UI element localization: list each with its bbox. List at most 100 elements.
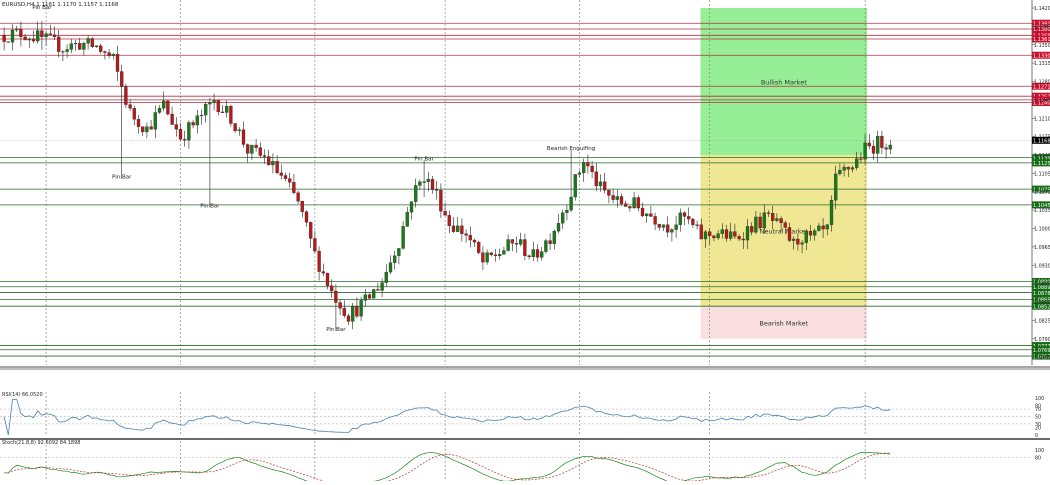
current-price-label: 1.1168	[1033, 139, 1050, 145]
candle-body	[766, 212, 771, 214]
candle-body	[527, 255, 531, 258]
candle-body	[607, 190, 611, 196]
candle-body	[821, 225, 825, 230]
stochastic-tick-label: 80	[1035, 455, 1041, 461]
candle-body	[745, 226, 750, 241]
level-tag	[1032, 295, 1050, 303]
candle-body	[262, 155, 267, 157]
level-tag	[1032, 278, 1050, 286]
stochastic-title: Stoch(21,8,8) 92.6092 84.1898	[2, 440, 80, 446]
level-tag	[1032, 25, 1050, 33]
candle-body	[229, 106, 233, 124]
candle-body	[582, 162, 586, 174]
candle-body	[103, 51, 107, 53]
rsi-tick-label: 20	[1035, 426, 1041, 432]
current-price-tag	[1032, 136, 1050, 144]
level-tag	[1032, 342, 1050, 350]
candle-body	[15, 28, 19, 31]
candle-body	[451, 225, 456, 232]
candle-body	[254, 144, 258, 148]
candle-body	[246, 144, 250, 154]
level-tag-label: 1.1075	[1033, 187, 1050, 193]
candle-body	[813, 230, 817, 236]
candle-body	[661, 224, 666, 228]
candle-body	[456, 225, 460, 232]
level-tag	[1032, 154, 1050, 162]
candle-body	[279, 172, 283, 176]
candle-body	[481, 252, 485, 263]
candle-body	[720, 229, 724, 234]
level-tag	[1032, 35, 1050, 43]
zone-label: Neutral Market	[760, 228, 809, 236]
candle-body	[846, 166, 850, 170]
pattern-annotation: Bearish Engulfing	[547, 146, 595, 152]
price-tick-label: 1.0790	[1034, 337, 1050, 343]
candle-body	[216, 100, 220, 113]
candle-body	[367, 294, 372, 299]
candle-body	[750, 226, 754, 233]
price-tick-label: 1.1245	[1034, 98, 1050, 104]
chart-header: EURUSD,H4 1.1161 1.1170 1.1157 1.1168	[2, 2, 119, 8]
level-tag-label: 1.1240	[1033, 101, 1050, 107]
candle-body	[19, 28, 23, 38]
candle-body	[86, 38, 90, 44]
candle-body	[594, 171, 598, 187]
candle-body	[632, 197, 636, 209]
candle-body	[99, 45, 103, 52]
candle-body	[741, 238, 745, 241]
candle-body	[351, 306, 355, 322]
candle-body	[292, 182, 296, 193]
candle-body	[645, 213, 649, 217]
candle-body	[258, 147, 262, 156]
candle-body	[178, 129, 183, 140]
candle-body	[304, 211, 309, 223]
candle-body	[792, 238, 796, 241]
candle-body	[603, 181, 607, 191]
candle-body	[510, 239, 514, 244]
candle-body	[31, 38, 36, 42]
candle-body	[418, 181, 422, 186]
candle-body	[145, 126, 149, 133]
rsi-tick-label: 50	[1035, 415, 1041, 421]
level-tag	[1032, 92, 1050, 100]
candle-body	[825, 224, 829, 230]
candle-body	[162, 100, 166, 109]
candle-body	[334, 290, 338, 303]
candle-body	[590, 165, 594, 172]
candle-body	[36, 30, 40, 42]
price-tick-label: 1.1210	[1034, 116, 1050, 122]
candle-body	[817, 225, 821, 231]
rsi-tick-label: 80	[1035, 403, 1041, 409]
candle-body	[863, 142, 867, 160]
candle-body	[212, 100, 216, 103]
candle-body	[107, 52, 111, 56]
price-tick-label: 1.1070	[1034, 190, 1050, 196]
candle-body	[208, 102, 212, 105]
candle-body	[115, 54, 120, 72]
level-tag	[1032, 289, 1050, 297]
zone-label: Bullish Market	[761, 79, 807, 87]
candle-body	[514, 243, 519, 245]
candle-body	[556, 223, 561, 232]
candle-body	[220, 111, 225, 113]
level-tag	[1032, 159, 1050, 167]
candle-body	[6, 41, 10, 43]
candle-body	[225, 106, 229, 113]
candle-body	[183, 139, 187, 141]
candle-body	[65, 49, 69, 52]
level-tag-label: 1.0757	[1033, 354, 1050, 360]
candle-body	[325, 272, 330, 286]
candle-body	[44, 33, 48, 38]
level-tag-label: 1.1271	[1033, 84, 1050, 90]
candle-body	[695, 224, 699, 226]
candle-body	[687, 216, 691, 220]
candle-body	[808, 230, 813, 236]
level-tag	[1032, 185, 1050, 193]
candle-body	[409, 201, 414, 213]
candle-body	[523, 239, 527, 256]
price-tick-label: 1.1315	[1034, 61, 1050, 67]
level-tag-label: 1.1391	[1033, 21, 1050, 27]
